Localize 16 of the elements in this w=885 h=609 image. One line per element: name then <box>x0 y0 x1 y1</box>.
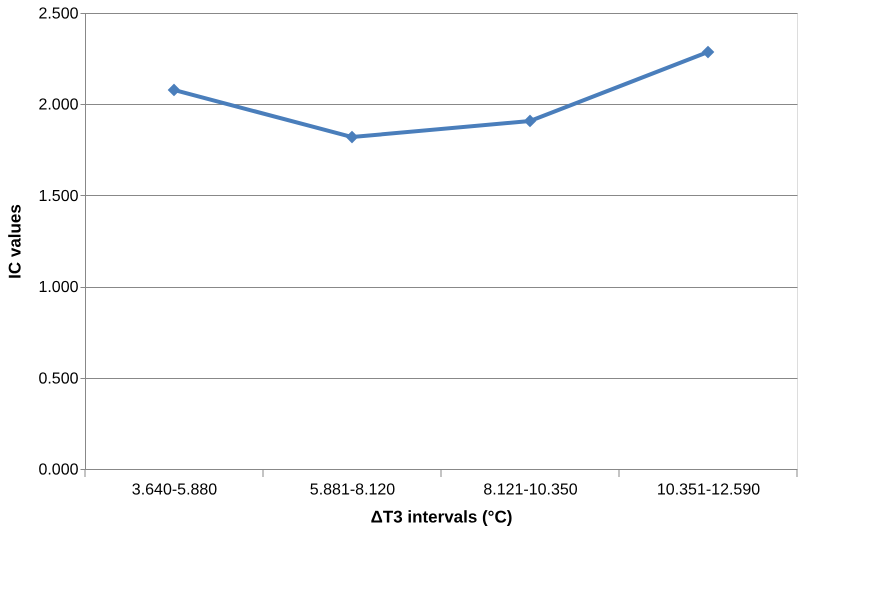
x-tick-label: 8.121-10.350 <box>483 482 578 498</box>
point <box>168 84 180 96</box>
x-tick-label: 10.351-12.590 <box>656 482 760 498</box>
y-tick-label: 2.000 <box>38 96 79 114</box>
point <box>346 130 358 144</box>
y-tick-label: 1.000 <box>38 279 79 296</box>
x-axis-title: ΔT3 intervals (°C) <box>370 508 512 526</box>
point <box>702 46 714 58</box>
x-tick-label: 3.640-5.880 <box>132 482 218 498</box>
y-axis-title: IC values <box>5 204 24 279</box>
y-tick-label: 0.000 <box>38 462 79 478</box>
x-tick-label: 5.881-8.120 <box>310 482 396 498</box>
y-tick-label: 0.500 <box>38 370 79 388</box>
point <box>524 114 536 128</box>
y-tick-label: 1.500 <box>38 188 79 205</box>
y-tick-label: 2.500 <box>38 6 79 22</box>
